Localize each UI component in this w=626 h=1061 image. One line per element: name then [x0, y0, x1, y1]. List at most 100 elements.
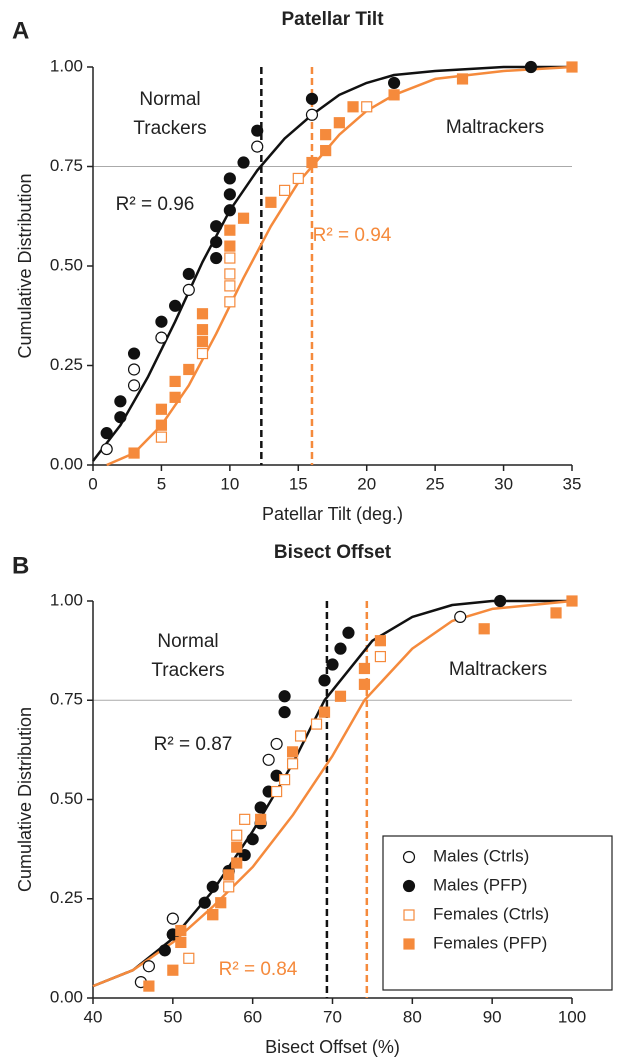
x-tick-label: 40 — [84, 1007, 103, 1026]
annotation: R² = 0.96 — [116, 194, 195, 215]
point — [237, 156, 250, 169]
x-tick-label: 5 — [157, 474, 166, 493]
y-tick-label: 0.25 — [50, 888, 83, 907]
point — [292, 172, 304, 185]
legend-marker — [402, 850, 416, 864]
point — [306, 156, 318, 169]
panel-label: A — [12, 17, 29, 44]
point — [387, 76, 401, 90]
point — [262, 753, 275, 766]
point — [127, 379, 141, 392]
point — [231, 857, 243, 869]
x-tick-label: 25 — [426, 474, 445, 493]
point — [223, 188, 236, 201]
point — [566, 61, 578, 73]
point — [237, 212, 250, 224]
point — [175, 924, 187, 937]
point — [333, 117, 345, 129]
x-tick-label: 90 — [483, 1007, 502, 1026]
point — [158, 944, 171, 957]
y-tick-label: 0.50 — [50, 789, 83, 808]
chart-title: Patellar Tilt — [281, 9, 384, 30]
x-tick-label: 10 — [220, 474, 239, 493]
y-tick-label: 1.00 — [50, 590, 83, 609]
legend-marker — [403, 938, 415, 950]
point — [374, 635, 386, 647]
point — [224, 280, 236, 292]
point — [155, 431, 168, 443]
point — [155, 419, 168, 431]
point — [182, 283, 195, 296]
point — [361, 101, 373, 113]
point — [278, 690, 291, 703]
point — [231, 829, 243, 841]
point — [334, 642, 347, 655]
point — [155, 403, 168, 415]
point — [270, 737, 283, 751]
annotation: Trackers — [133, 118, 206, 139]
point — [347, 101, 359, 113]
point — [128, 447, 140, 459]
legend-box — [382, 835, 613, 991]
y-axis-label: Cumulative Distribution — [15, 707, 35, 892]
point — [271, 785, 283, 798]
point — [169, 375, 181, 388]
fit-curve — [92, 599, 573, 988]
point — [246, 833, 259, 846]
point — [224, 224, 236, 236]
x-tick-label: 60 — [243, 1007, 262, 1026]
point — [196, 324, 209, 336]
x-tick-label: 30 — [494, 474, 513, 493]
point — [265, 196, 277, 208]
point — [210, 251, 223, 265]
point — [223, 881, 235, 893]
point — [305, 108, 319, 121]
panel-label: B — [12, 552, 29, 579]
legend-label: Females (PFP) — [433, 933, 547, 952]
point — [286, 758, 299, 770]
point — [251, 124, 264, 137]
y-tick-label: 0.25 — [50, 355, 83, 374]
y-tick-label: 1.00 — [50, 56, 83, 75]
point — [223, 869, 235, 881]
x-tick-label: 35 — [563, 474, 582, 493]
legend-label: Males (PFP) — [433, 875, 527, 894]
point — [196, 308, 209, 320]
point — [224, 252, 236, 264]
x-tick-label: 0 — [88, 474, 97, 493]
point — [374, 650, 386, 663]
x-tick-label: 70 — [323, 1007, 342, 1026]
point — [169, 391, 181, 403]
y-tick-label: 0.00 — [50, 454, 83, 473]
point — [279, 774, 291, 786]
annotation: R² = 0.84 — [219, 959, 298, 980]
point — [167, 964, 179, 976]
point — [183, 952, 195, 964]
point — [100, 427, 113, 440]
x-tick-label: 50 — [163, 1007, 182, 1026]
point — [166, 912, 179, 925]
point — [310, 718, 323, 730]
point — [223, 172, 236, 185]
legend-label: Males (Ctrls) — [433, 846, 529, 865]
point — [215, 897, 227, 909]
point — [279, 184, 291, 196]
point — [358, 662, 371, 675]
point — [100, 442, 113, 456]
point — [550, 607, 562, 619]
point — [305, 92, 319, 105]
point — [286, 746, 299, 758]
annotation: Maltrackers — [446, 117, 544, 138]
point — [255, 813, 267, 825]
point — [456, 73, 469, 85]
y-tick-label: 0.75 — [50, 690, 83, 709]
annotation: Normal — [139, 89, 200, 110]
point — [524, 60, 538, 74]
point — [155, 315, 168, 328]
y-tick-label: 0.75 — [50, 156, 83, 175]
point — [142, 960, 155, 973]
point — [358, 678, 371, 690]
point — [224, 240, 236, 252]
x-tick-label: 20 — [357, 474, 376, 493]
panel: A Patellar Tilt Patellar Tilt (deg.) Cumula… — [12, 9, 581, 524]
